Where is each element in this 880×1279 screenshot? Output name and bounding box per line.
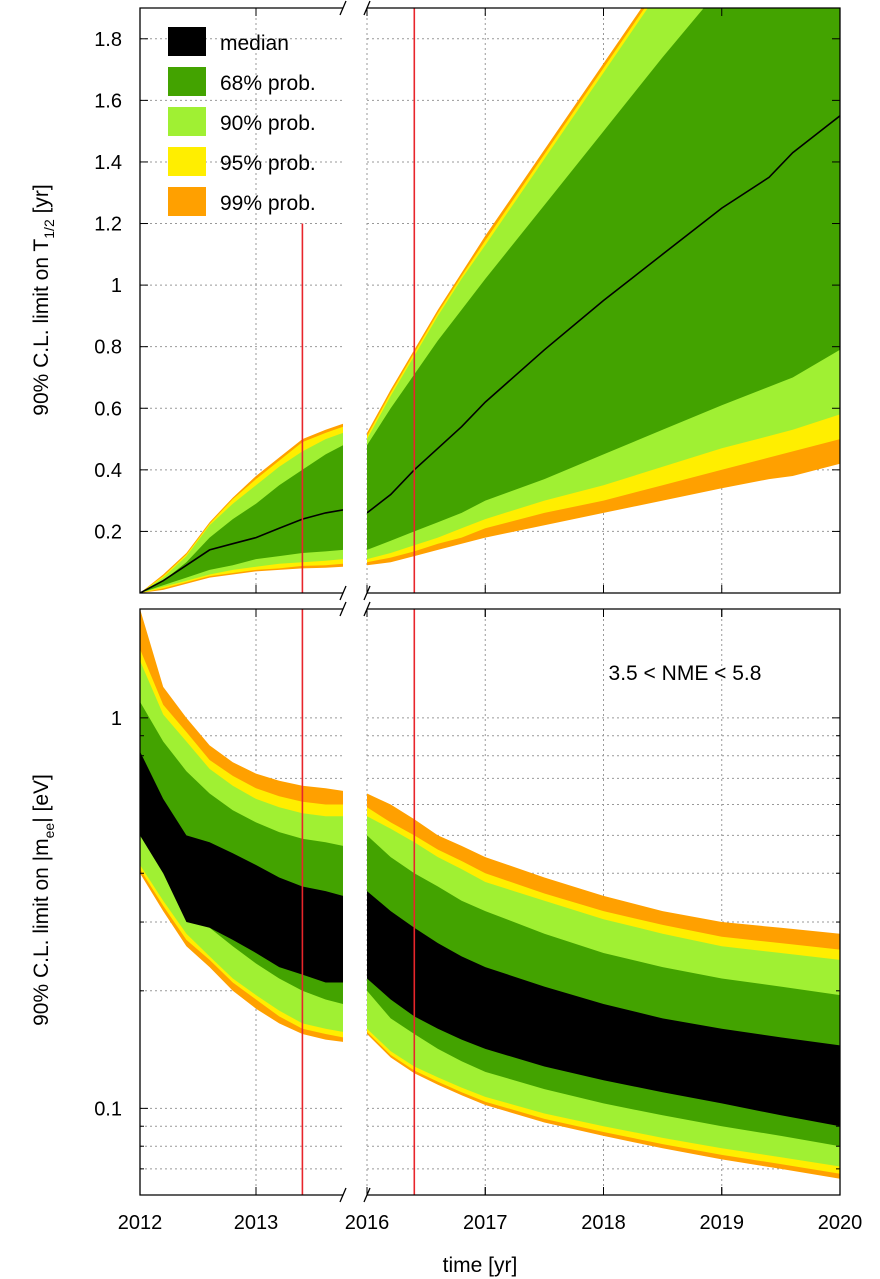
y-tick-label: 1.6 xyxy=(94,90,122,112)
legend-swatch-1 xyxy=(168,67,206,96)
legend-swatch-0 xyxy=(168,27,206,56)
y-axis-label-part: T xyxy=(30,239,53,252)
y-tick-label: 1 xyxy=(111,275,122,297)
y-axis-label-part: 90% C.L. limit on xyxy=(30,252,53,416)
x-tick-label: 2019 xyxy=(700,1212,745,1234)
x-tick-label: 2016 xyxy=(345,1212,390,1234)
y-tick-label: 1.8 xyxy=(94,29,122,51)
y-tick-label: 1.2 xyxy=(94,214,122,236)
legend-swatch-4 xyxy=(168,187,206,216)
top-segment-1 xyxy=(367,8,840,566)
y-axis-label-part: | xyxy=(30,817,53,822)
x-tick-label: 2013 xyxy=(234,1212,279,1234)
axis-break-mark xyxy=(339,1187,347,1203)
y-tick-label: 1 xyxy=(111,708,122,730)
top-panel-y-axis-label: 90% C.L. limit on T1/2 [yr] xyxy=(30,184,57,415)
y-axis-label-part: [yr] xyxy=(30,184,53,219)
y-axis-label-part: |m xyxy=(30,838,53,861)
legend-label-1: 68% prob. xyxy=(220,72,316,95)
nme-annotation: 3.5 < NME < 5.8 xyxy=(609,662,762,685)
y-tick-label: 0.1 xyxy=(94,1098,122,1120)
y-tick-label: 0.2 xyxy=(94,521,122,543)
top-panel-ticks xyxy=(139,8,841,593)
top-segment-0 xyxy=(140,423,343,593)
y-axis-label-part: 1/2 xyxy=(41,219,57,239)
legend: median 68% prob. 90% prob. 95% prob. 99% pro… xyxy=(168,27,316,216)
band-68-prob xyxy=(367,8,840,550)
bottom-panel-frame-left xyxy=(139,608,343,1196)
x-tick-label: 2017 xyxy=(463,1212,508,1234)
x-axis-label: time [yr] xyxy=(443,1254,518,1277)
bottom-panel-minor-ticks xyxy=(139,609,841,1196)
y-axis-label-part: [eV] xyxy=(30,774,53,817)
legend-swatch-2 xyxy=(168,107,206,136)
legend-label-2: 90% prob. xyxy=(220,112,316,135)
axis-break-mark xyxy=(339,601,347,617)
legend-swatch-3 xyxy=(168,147,206,176)
axis-break-mark xyxy=(339,585,347,601)
axis-break-mark xyxy=(339,0,347,16)
legend-label-4: 99% prob. xyxy=(220,192,316,215)
y-tick-label: 1.4 xyxy=(94,152,122,174)
bottom-segment-1 xyxy=(367,793,840,1179)
legend-label-3: 95% prob. xyxy=(220,152,316,175)
bottom-segment-0 xyxy=(140,609,343,1042)
top-panel-frame-left xyxy=(139,7,343,594)
y-tick-label: 0.8 xyxy=(94,337,122,359)
x-tick-label: 2020 xyxy=(818,1212,863,1234)
band-median xyxy=(367,891,840,1127)
y-axis-label-part: 90% C.L. limit on xyxy=(30,861,53,1026)
legend-label-0: median xyxy=(220,32,289,55)
y-tick-label: 0.4 xyxy=(94,460,122,482)
x-tick-label: 2012 xyxy=(118,1212,163,1234)
band-68-prob xyxy=(140,445,343,593)
median-line xyxy=(140,509,343,593)
y-axis-label-part: ee xyxy=(41,823,57,839)
bottom-panel-y-axis-label: 90% C.L. limit on |mee| [eV] xyxy=(30,774,57,1026)
band-median xyxy=(140,751,343,983)
y-tick-label: 0.6 xyxy=(94,398,122,420)
x-tick-label: 2018 xyxy=(581,1212,626,1234)
